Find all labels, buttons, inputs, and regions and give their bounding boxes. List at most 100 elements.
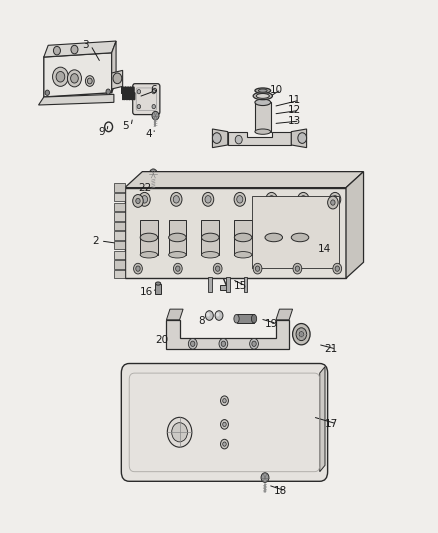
- Circle shape: [152, 111, 159, 120]
- Circle shape: [261, 473, 269, 482]
- Text: 15: 15: [233, 281, 247, 290]
- Circle shape: [234, 192, 245, 206]
- Circle shape: [205, 311, 213, 320]
- Circle shape: [235, 135, 242, 144]
- Circle shape: [297, 192, 309, 206]
- Polygon shape: [276, 309, 293, 320]
- Circle shape: [206, 312, 210, 317]
- Text: 4: 4: [145, 130, 152, 139]
- Circle shape: [220, 419, 229, 429]
- Circle shape: [300, 196, 306, 203]
- Polygon shape: [166, 320, 289, 349]
- Bar: [220, 285, 228, 290]
- Polygon shape: [125, 188, 346, 278]
- Ellipse shape: [253, 92, 272, 100]
- Circle shape: [202, 192, 214, 206]
- Text: 16: 16: [140, 287, 153, 296]
- Text: 6: 6: [150, 85, 157, 94]
- Text: 8: 8: [198, 317, 205, 326]
- Circle shape: [333, 263, 342, 274]
- Text: 19: 19: [265, 319, 278, 328]
- Circle shape: [299, 332, 304, 337]
- Circle shape: [220, 439, 229, 449]
- Circle shape: [106, 89, 110, 94]
- Circle shape: [136, 198, 140, 204]
- Polygon shape: [114, 212, 125, 221]
- Circle shape: [250, 338, 258, 349]
- Circle shape: [303, 254, 315, 269]
- Circle shape: [191, 341, 195, 346]
- Circle shape: [136, 266, 140, 271]
- Ellipse shape: [255, 129, 271, 134]
- Circle shape: [223, 422, 226, 426]
- Circle shape: [331, 200, 335, 205]
- Text: 9: 9: [98, 127, 105, 136]
- Ellipse shape: [251, 314, 257, 323]
- Circle shape: [173, 263, 182, 274]
- Circle shape: [176, 266, 180, 271]
- Circle shape: [296, 328, 307, 341]
- Polygon shape: [39, 94, 114, 105]
- Text: 14: 14: [318, 244, 331, 254]
- Circle shape: [266, 192, 277, 206]
- Text: 10: 10: [269, 85, 283, 94]
- Bar: [226, 277, 230, 292]
- Circle shape: [149, 169, 157, 179]
- Polygon shape: [44, 41, 116, 57]
- Bar: [255, 102, 271, 132]
- Text: 5: 5: [122, 122, 129, 131]
- Circle shape: [215, 266, 220, 271]
- Polygon shape: [114, 260, 125, 269]
- Circle shape: [223, 442, 226, 446]
- Bar: [155, 284, 161, 294]
- Circle shape: [173, 196, 180, 203]
- Circle shape: [220, 396, 229, 406]
- Circle shape: [71, 74, 78, 83]
- Circle shape: [252, 341, 256, 346]
- Text: 20: 20: [155, 335, 169, 345]
- Bar: [169, 220, 186, 255]
- Circle shape: [45, 90, 49, 95]
- Polygon shape: [320, 367, 325, 472]
- Circle shape: [293, 324, 310, 345]
- Polygon shape: [114, 251, 125, 259]
- Bar: [265, 220, 283, 255]
- Circle shape: [293, 263, 302, 274]
- Circle shape: [221, 341, 226, 346]
- Circle shape: [255, 266, 260, 271]
- Circle shape: [188, 338, 197, 349]
- Polygon shape: [125, 172, 364, 188]
- Circle shape: [113, 73, 122, 84]
- Circle shape: [71, 45, 78, 54]
- Ellipse shape: [265, 252, 283, 258]
- Circle shape: [172, 423, 187, 442]
- Circle shape: [167, 417, 192, 447]
- Polygon shape: [114, 193, 125, 201]
- Polygon shape: [346, 172, 364, 278]
- Ellipse shape: [234, 233, 252, 242]
- Circle shape: [134, 263, 142, 274]
- Polygon shape: [228, 132, 291, 145]
- Bar: [237, 314, 254, 323]
- Text: 2: 2: [92, 236, 99, 246]
- Polygon shape: [114, 241, 125, 249]
- Ellipse shape: [255, 99, 271, 106]
- Circle shape: [213, 263, 222, 274]
- Ellipse shape: [234, 314, 239, 323]
- Circle shape: [133, 195, 143, 207]
- Circle shape: [141, 196, 148, 203]
- Bar: [208, 277, 212, 292]
- Circle shape: [216, 312, 219, 317]
- Circle shape: [137, 104, 141, 109]
- Text: 3: 3: [82, 41, 89, 50]
- Bar: [244, 277, 247, 292]
- Circle shape: [295, 266, 300, 271]
- Circle shape: [205, 196, 211, 203]
- Bar: [201, 220, 219, 255]
- Circle shape: [223, 399, 226, 403]
- FancyBboxPatch shape: [133, 84, 160, 115]
- Polygon shape: [44, 53, 112, 97]
- Polygon shape: [114, 270, 125, 278]
- Text: 12: 12: [288, 106, 301, 115]
- Circle shape: [67, 70, 81, 87]
